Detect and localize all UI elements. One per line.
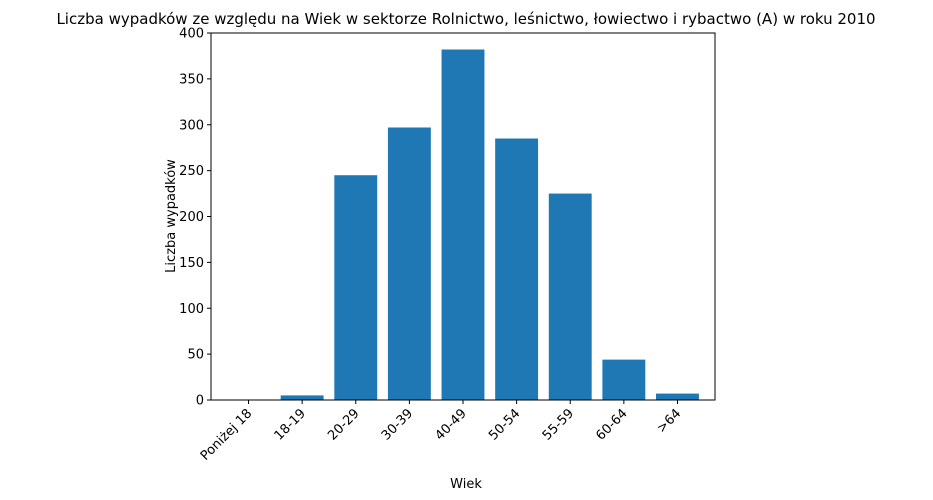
- y-tick-label: 50: [187, 348, 204, 363]
- bar-60-64: [602, 359, 646, 400]
- x-axis-label: Wiek: [450, 477, 482, 492]
- y-tick-label: 400: [179, 27, 204, 42]
- y-tick-label: 300: [179, 118, 204, 133]
- x-tick-label: >64: [654, 406, 684, 436]
- bar-20-29: [334, 175, 378, 400]
- bars: [280, 49, 699, 400]
- y-axis-label: Liczba wypadków: [164, 159, 179, 273]
- x-tick-label: 50-54: [486, 406, 523, 443]
- x-axis: Poniżej 18 18-19 20-29 30-39 40-49 50-54 55-59…: [198, 400, 684, 464]
- x-tick-label: 18-19: [272, 406, 309, 443]
- y-tick-label: 150: [179, 256, 204, 271]
- y-tick-label: 200: [179, 210, 204, 225]
- bar-55-59: [548, 193, 592, 400]
- bar-18-19: [280, 395, 324, 400]
- x-tick-label: 60-64: [593, 406, 630, 443]
- bar-40-49: [441, 49, 485, 400]
- bar-30-39: [387, 127, 431, 400]
- y-tick-label: 0: [196, 394, 204, 409]
- bar->64: [656, 393, 699, 400]
- x-tick-label: 20-29: [325, 406, 362, 443]
- x-tick-label: 40-49: [433, 406, 470, 443]
- x-tick-label: 55-59: [540, 406, 577, 443]
- y-tick-label: 100: [179, 302, 204, 317]
- x-tick-label: Poniżej 18: [198, 406, 255, 463]
- y-tick-label: 250: [179, 164, 204, 179]
- chart-title: Liczba wypadków ze względu na Wiek w sek…: [56, 10, 875, 28]
- y-tick-label: 350: [179, 72, 204, 87]
- y-axis: 0 50 100 150 200 250 300 350 400: [179, 27, 211, 409]
- x-tick-label: 30-39: [379, 406, 416, 443]
- bar-50-54: [495, 138, 539, 400]
